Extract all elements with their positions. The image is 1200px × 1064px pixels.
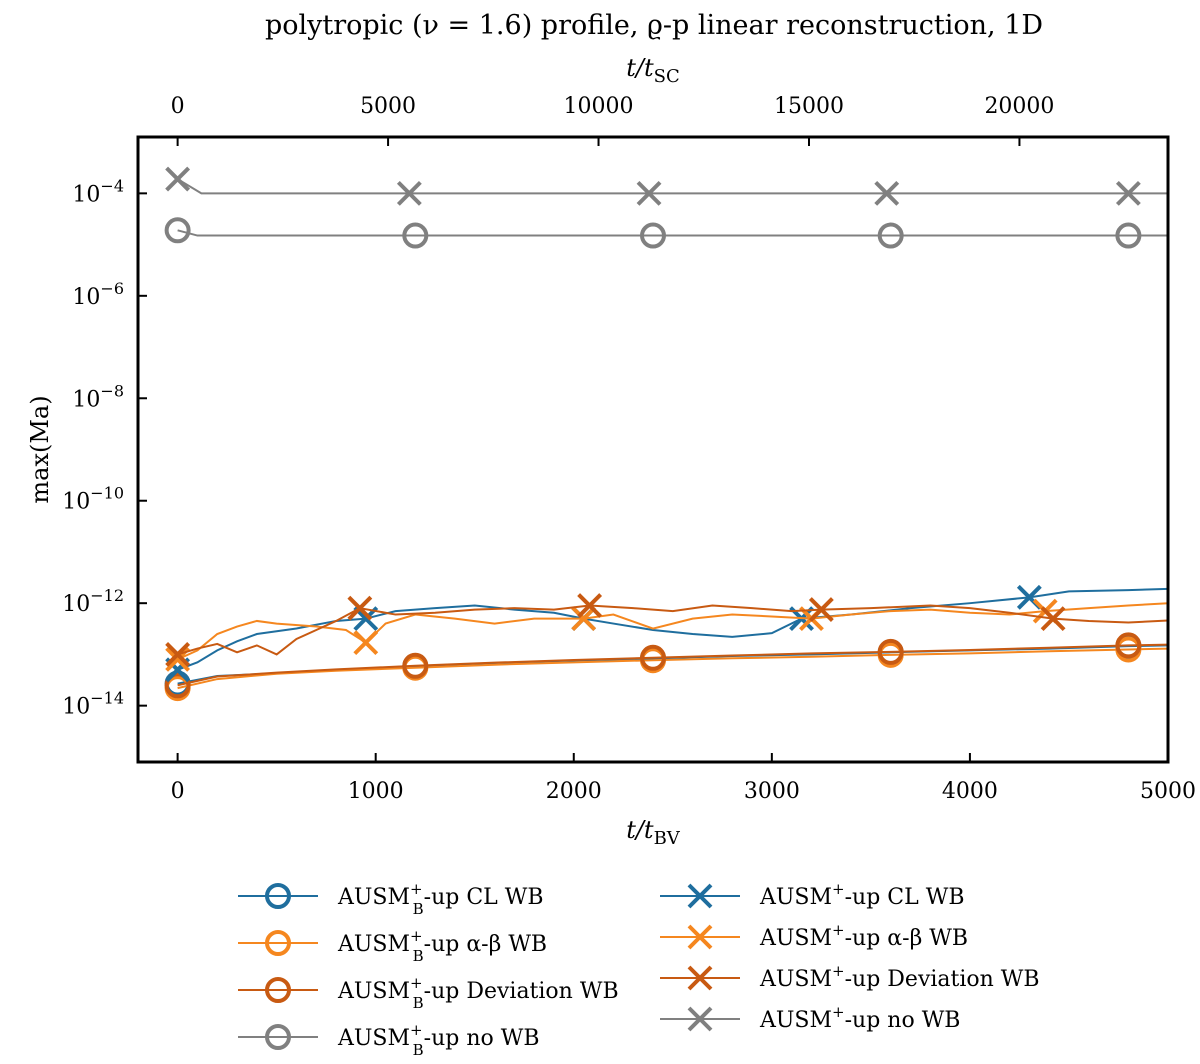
series-2-marker-2 xyxy=(640,644,666,671)
series-line-6 xyxy=(177,604,1168,656)
series-6-marker-2 xyxy=(577,593,603,618)
series-2 xyxy=(164,632,1168,699)
series-3-marker-2 xyxy=(640,222,666,249)
legend-marker-6 xyxy=(687,965,713,991)
legend-label-1: AUSM+ B-up α-β WB xyxy=(337,927,547,965)
top-x-tick-label-4: 20000 xyxy=(984,94,1054,119)
top-x-tick-label-3: 15000 xyxy=(774,94,844,119)
legend-label-6: AUSM+-up Deviation WB xyxy=(759,962,1040,992)
x-tick-label-0: 0 xyxy=(171,779,185,804)
y-tick-label-5: 10−4 xyxy=(72,176,124,207)
series-7-marker-0 xyxy=(165,166,191,192)
series-7-marker-1 xyxy=(396,180,422,206)
series-3 xyxy=(164,217,1168,249)
legend-entry-0: AUSM+ B-up CL WB xyxy=(238,880,544,918)
axes: 0 1000 2000 3000 4000 5000 0 5000 10000 15000 2000… xyxy=(26,54,1196,849)
legend-marker-1 xyxy=(265,930,291,956)
series-0 xyxy=(164,633,1168,697)
series-7-marker-2 xyxy=(636,180,662,206)
legend-label-4: AUSM+-up CL WB xyxy=(759,880,965,910)
y-tick-label-4: 10−6 xyxy=(72,279,124,310)
legend-label-5: AUSM+-up α-β WB xyxy=(759,921,968,951)
series-2-marker-3 xyxy=(877,638,904,665)
x-tick-label-5: 5000 xyxy=(1140,779,1196,804)
legend-label-2: AUSM+ B-up Deviation WB xyxy=(337,974,619,1012)
chart-title: polytropic (ν = 1.6) profile, ϱ-p linear… xyxy=(265,10,1043,41)
top-x-tick-label-2: 10000 xyxy=(564,94,634,119)
series-6-marker-0 xyxy=(165,642,191,667)
series-line-2 xyxy=(177,643,1168,687)
plot-frame xyxy=(136,135,1170,764)
series-3-marker-0 xyxy=(164,217,191,244)
y-tick-label-1: 10−12 xyxy=(62,586,124,617)
x-axis-label: t/tBV xyxy=(626,816,681,849)
legend-marker-2 xyxy=(265,977,291,1003)
series-6-marker-3 xyxy=(808,597,834,623)
series-4 xyxy=(165,584,1168,683)
series-1 xyxy=(164,636,1168,702)
x-tick-label-2: 2000 xyxy=(546,779,602,804)
series-2-marker-1 xyxy=(402,652,429,679)
top-x-tick-label-1: 5000 xyxy=(360,94,416,119)
legend-entry-3: AUSM+ B-up no WB xyxy=(238,1021,540,1059)
series-2-marker-4 xyxy=(1115,632,1142,659)
series-line-7 xyxy=(177,178,1168,195)
legend-entry-2: AUSM+ B-up Deviation WB xyxy=(238,974,619,1012)
series-7 xyxy=(165,166,1168,206)
series-6 xyxy=(165,593,1168,667)
series-3-marker-3 xyxy=(877,222,904,249)
legend: AUSM+ B-up CL WB AUSM+ B-up α-β WB AUSM+ B-up… xyxy=(238,880,1040,1059)
series-line-1 xyxy=(177,647,1168,690)
series-7-marker-4 xyxy=(1115,180,1141,206)
legend-entry-1: AUSM+ B-up α-β WB xyxy=(238,927,547,965)
series-line-3 xyxy=(177,229,1168,237)
series-3-marker-4 xyxy=(1115,222,1142,249)
legend-entry-5: AUSM+-up α-β WB xyxy=(660,921,968,951)
series-6-marker-1 xyxy=(347,595,373,621)
legend-marker-3 xyxy=(265,1024,291,1050)
legend-marker-0 xyxy=(265,883,291,909)
legend-entry-6: AUSM+-up Deviation WB xyxy=(660,962,1040,992)
legend-marker-5 xyxy=(687,924,713,950)
y-tick-label-0: 10−14 xyxy=(62,689,124,720)
legend-entry-7: AUSM+-up no WB xyxy=(660,1003,960,1033)
legend-label-7: AUSM+-up no WB xyxy=(759,1003,960,1033)
y-axis-label: max(Ma) xyxy=(26,395,54,503)
series-5-marker-1 xyxy=(353,630,379,656)
series-2-marker-0 xyxy=(164,672,191,699)
legend-marker-7 xyxy=(687,1006,713,1032)
y-tick-label-2: 10−10 xyxy=(62,484,124,515)
series-7-marker-3 xyxy=(874,180,900,206)
legend-label-3: AUSM+ B-up no WB xyxy=(337,1021,540,1059)
y-tick-label-3: 10−8 xyxy=(72,381,124,412)
top-x-tick-label-0: 0 xyxy=(171,94,185,119)
series-6-marker-4 xyxy=(1040,606,1066,632)
x-tick-label-1: 1000 xyxy=(348,779,404,804)
series-3-marker-1 xyxy=(402,222,429,249)
legend-entry-4: AUSM+-up CL WB xyxy=(660,880,965,910)
series-5-marker-2 xyxy=(571,606,597,632)
top-x-axis-label: t/tSC xyxy=(626,54,679,87)
x-tick-label-4: 4000 xyxy=(942,779,998,804)
legend-label-0: AUSM+ B-up CL WB xyxy=(337,880,544,918)
legend-marker-4 xyxy=(687,883,713,909)
series-layer xyxy=(164,166,1168,702)
x-tick-label-3: 3000 xyxy=(744,779,800,804)
